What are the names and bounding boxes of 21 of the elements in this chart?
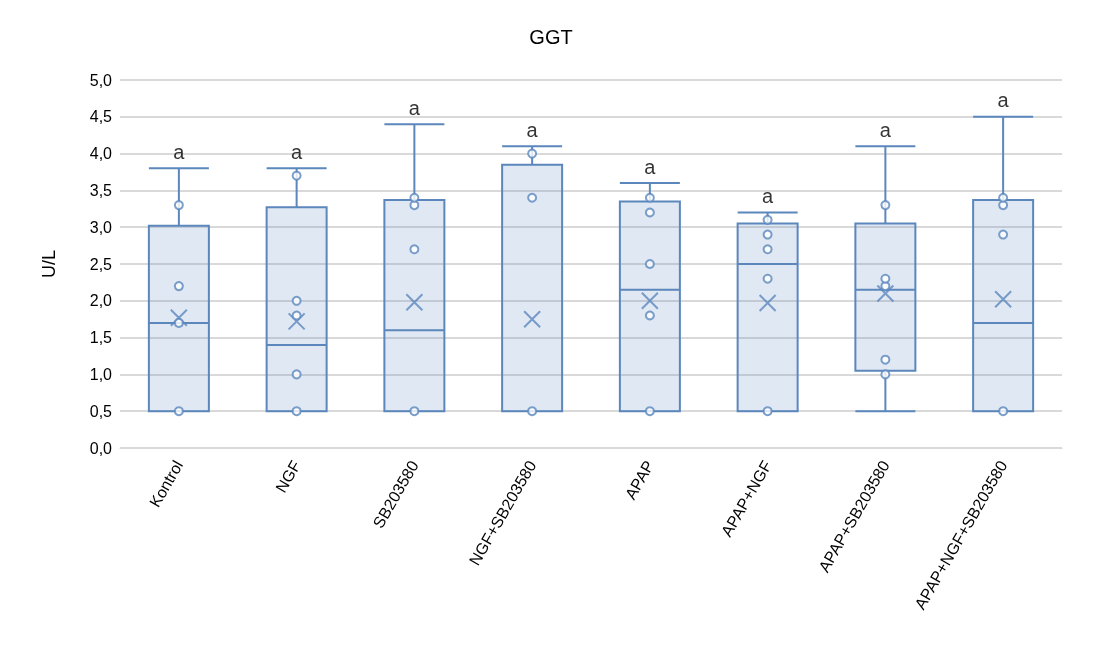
annotation: a bbox=[173, 140, 186, 163]
y-tick-label: 3,5 bbox=[89, 181, 113, 199]
y-tick-label: 5,0 bbox=[89, 71, 113, 89]
chart-title: GGT bbox=[529, 26, 573, 48]
annotation: a bbox=[762, 184, 775, 207]
y-tick-label: 2,5 bbox=[89, 255, 113, 273]
annotation: a bbox=[408, 96, 421, 119]
annotation: a bbox=[997, 89, 1010, 112]
y-tick-label: 4,0 bbox=[89, 145, 113, 163]
annotation: a bbox=[879, 118, 892, 141]
y-tick-label: 0,0 bbox=[89, 439, 113, 457]
annotation: a bbox=[526, 118, 539, 141]
y-tick-label: 1,5 bbox=[89, 329, 113, 347]
y-axis-title: U/L bbox=[39, 249, 59, 279]
y-tick-label: 2,0 bbox=[89, 292, 113, 310]
annotation: a bbox=[644, 155, 657, 178]
y-tick-label: 0,5 bbox=[89, 402, 113, 420]
y-tick-label: 4,5 bbox=[89, 108, 113, 126]
annotation: a bbox=[291, 140, 304, 163]
y-tick-label: 3,0 bbox=[89, 218, 113, 236]
y-tick-label: 1,0 bbox=[89, 365, 113, 383]
